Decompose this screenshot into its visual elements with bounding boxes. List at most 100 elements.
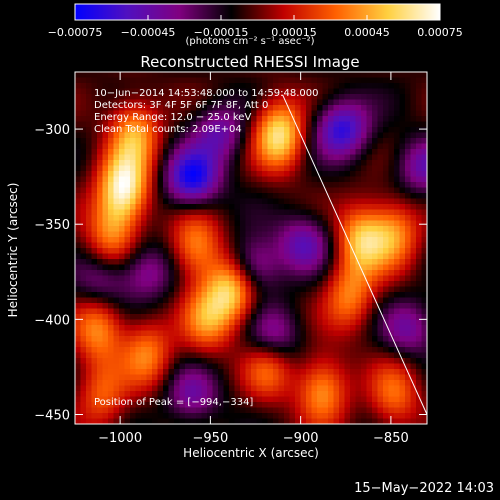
heatmap-cell — [91, 237, 98, 243]
heatmap-cell — [284, 374, 290, 381]
heatmap-cell — [344, 116, 351, 122]
heatmap-cell — [86, 182, 92, 188]
heatmap-cell — [372, 319, 378, 326]
heatmap-cell — [372, 226, 378, 232]
heatmap-cell — [311, 83, 318, 89]
heatmap-cell — [322, 330, 329, 337]
heatmap-cell — [245, 193, 252, 199]
heatmap-cell — [190, 314, 197, 320]
heatmap-cell — [295, 88, 301, 95]
heatmap-cell — [311, 391, 318, 397]
heatmap-cell — [102, 380, 109, 386]
heatmap-cell — [339, 165, 345, 172]
heatmap-cell — [86, 281, 92, 287]
heatmap-cell — [135, 77, 142, 84]
heatmap-cell — [234, 325, 241, 331]
heatmap-cell — [234, 121, 241, 128]
heatmap-cell — [245, 308, 252, 315]
heatmap-cell — [86, 116, 92, 122]
heatmap-cell — [289, 231, 296, 238]
heatmap-cell — [306, 105, 312, 111]
heatmap-cell — [256, 209, 263, 216]
heatmap-cell — [355, 237, 362, 243]
heatmap-cell — [141, 336, 147, 342]
heatmap-cell — [218, 121, 224, 128]
heatmap-cell — [339, 237, 345, 243]
heatmap-cell — [119, 226, 125, 232]
heatmap-cell — [108, 160, 114, 166]
heatmap-cell — [377, 363, 384, 370]
heatmap-cell — [311, 253, 318, 260]
heatmap-cell — [388, 127, 395, 133]
heatmap-cell — [300, 413, 307, 419]
heatmap-cell — [130, 83, 136, 89]
heatmap-cell — [361, 242, 367, 249]
heatmap-cell — [256, 270, 263, 276]
heatmap-cell — [130, 105, 136, 111]
heatmap-cell — [119, 330, 125, 337]
heatmap-cell — [135, 396, 142, 403]
heatmap-cell — [124, 77, 131, 84]
heatmap-cell — [399, 308, 406, 315]
colorbar-tick-label: −0.00015 — [194, 26, 249, 39]
heatmap-cell — [174, 72, 180, 78]
heatmap-cell — [295, 341, 301, 348]
heatmap-cell — [141, 275, 147, 282]
heatmap-cell — [201, 358, 208, 364]
heatmap-cell — [405, 187, 411, 194]
heatmap-cell — [86, 352, 92, 359]
heatmap-cell — [306, 88, 312, 95]
heatmap-cell — [223, 319, 230, 326]
heatmap-cell — [190, 303, 197, 309]
heatmap-cell — [124, 127, 131, 133]
heatmap-cell — [405, 116, 411, 122]
heatmap-cell — [152, 198, 158, 205]
heatmap-cell — [135, 171, 142, 177]
heatmap-cell — [366, 231, 373, 238]
heatmap-cell — [410, 380, 417, 386]
heatmap-cell — [196, 116, 202, 122]
heatmap-cell — [372, 391, 378, 397]
heatmap-cell — [284, 407, 290, 414]
heatmap-cell — [405, 385, 411, 392]
heatmap-cell — [284, 215, 290, 221]
heatmap-cell — [333, 297, 340, 304]
heatmap-cell — [141, 396, 147, 403]
heatmap-cell — [295, 204, 301, 210]
heatmap-cell — [119, 149, 125, 155]
heatmap-cell — [108, 418, 114, 425]
heatmap-cell — [372, 165, 378, 172]
heatmap-cell — [339, 231, 345, 238]
heatmap-cell — [300, 292, 307, 298]
heatmap-cell — [278, 259, 285, 265]
heatmap-cell — [234, 275, 241, 282]
heatmap-cell — [152, 215, 158, 221]
heatmap-cell — [218, 248, 224, 254]
heatmap-cell — [130, 330, 136, 337]
heatmap-cell — [410, 94, 417, 100]
heatmap-cell — [366, 259, 373, 265]
heatmap-cell — [322, 176, 329, 183]
heatmap-cell — [399, 281, 406, 287]
heatmap-cell — [113, 330, 120, 337]
heatmap-cell — [130, 154, 136, 161]
heatmap-cell — [394, 105, 400, 111]
heatmap-cell — [157, 165, 164, 172]
heatmap-cell — [388, 138, 395, 144]
heatmap-cell — [174, 402, 180, 408]
heatmap-cell — [179, 94, 186, 100]
heatmap-cell — [295, 160, 301, 166]
heatmap-cell — [394, 418, 400, 425]
heatmap-cell — [163, 226, 169, 232]
heatmap-cell — [355, 132, 362, 139]
heatmap-cell — [361, 138, 367, 144]
heatmap-cell — [328, 402, 334, 408]
heatmap-cell — [405, 391, 411, 397]
heatmap-cell — [251, 385, 257, 392]
heatmap-cell — [135, 286, 142, 293]
heatmap-cell — [399, 72, 406, 78]
heatmap-cell — [196, 336, 202, 342]
heatmap-cell — [97, 94, 103, 100]
heatmap-cell — [295, 347, 301, 353]
heatmap-cell — [196, 341, 202, 348]
